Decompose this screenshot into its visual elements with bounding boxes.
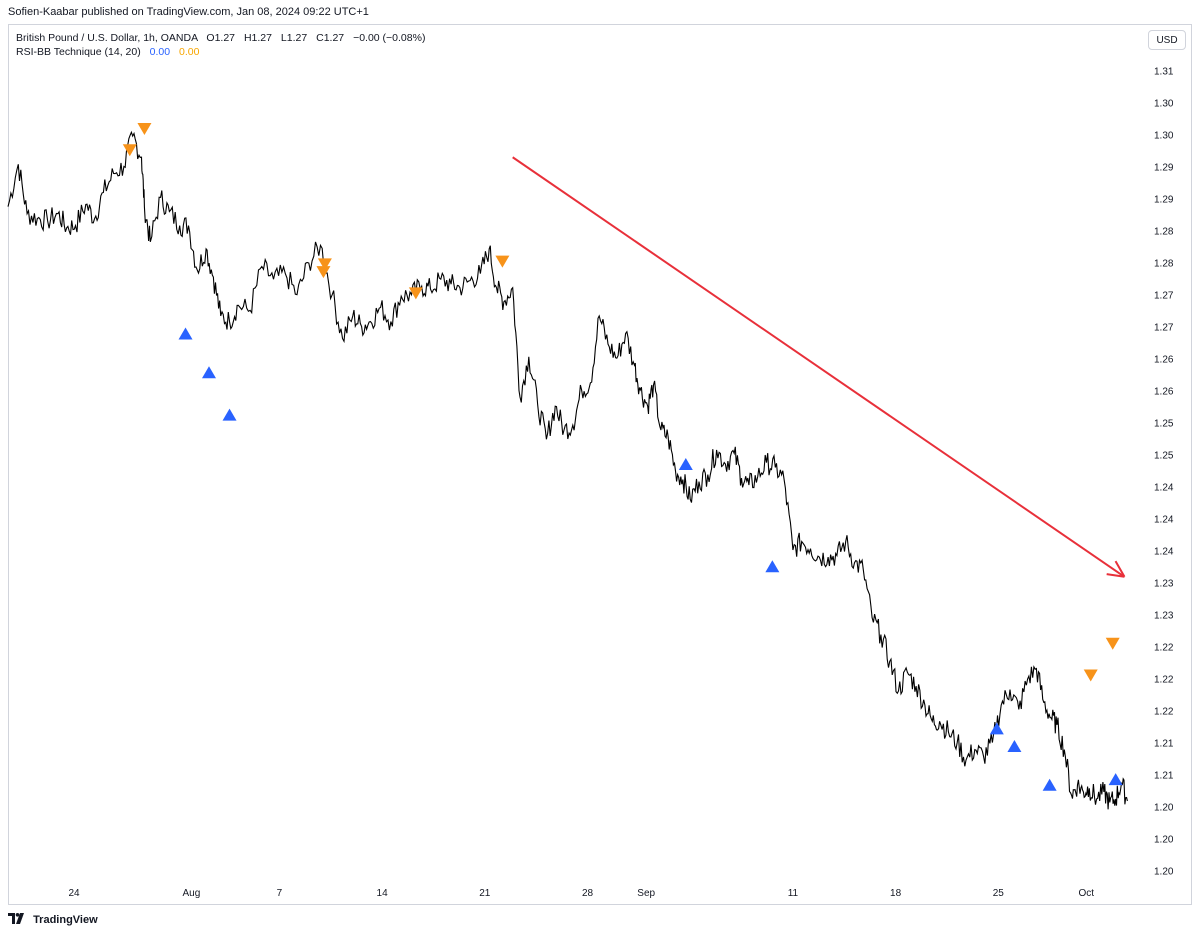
price-tick-label: 1.26 <box>1154 387 1174 398</box>
price-tick-label: 1.23 <box>1154 611 1174 622</box>
sell-signal-marker <box>408 287 423 300</box>
buy-signals <box>178 327 1123 791</box>
time-tick-label: 7 <box>277 888 283 899</box>
trend-arrow-head <box>1106 573 1125 578</box>
price-tick-label: 1.22 <box>1154 707 1174 718</box>
symbol-title: British Pound / U.S. Dollar, 1h, OANDA <box>16 32 198 44</box>
price-tick-label: 1.20 <box>1154 803 1174 814</box>
sell-signal-marker <box>495 255 510 268</box>
time-tick-label: 21 <box>479 888 491 899</box>
price-tick-label: 1.24 <box>1154 483 1174 494</box>
currency-button[interactable]: USD <box>1148 30 1186 50</box>
indicator-value-a: 0.00 <box>149 46 171 58</box>
sell-signal-marker <box>137 123 152 136</box>
tradingview-logo-icon <box>8 913 28 927</box>
price-tick-label: 1.29 <box>1154 163 1174 174</box>
buy-signal-marker <box>989 722 1004 735</box>
ohlc-close: C1.27 <box>316 32 345 44</box>
price-tick-label: 1.24 <box>1154 515 1174 526</box>
buy-signal-marker <box>222 408 237 421</box>
indicator-name: RSI-BB Technique (14, 20) <box>16 46 141 58</box>
buy-signal-marker <box>1007 740 1022 753</box>
time-tick-label: 28 <box>582 888 594 899</box>
sell-signal-marker <box>1105 637 1120 650</box>
trend-arrow-head <box>1114 560 1126 578</box>
price-tick-label: 1.22 <box>1154 675 1174 686</box>
price-tick-label: 1.24 <box>1154 547 1174 558</box>
symbol-row: British Pound / U.S. Dollar, 1h, OANDA O… <box>16 31 425 45</box>
price-tick-label: 1.21 <box>1154 739 1174 750</box>
buy-signal-marker <box>678 457 693 470</box>
price-tick-label: 1.22 <box>1154 643 1174 654</box>
price-tick-label: 1.20 <box>1154 835 1174 846</box>
tradingview-brand-name: TradingView <box>33 914 98 926</box>
ohlc-low: L1.27 <box>280 32 308 44</box>
buy-signal-marker <box>765 560 780 573</box>
price-tick-label: 1.31 <box>1154 67 1174 78</box>
price-tick-label: 1.26 <box>1154 355 1174 366</box>
time-tick-label: Sep <box>637 888 655 899</box>
time-tick-label: 25 <box>993 888 1005 899</box>
chart-frame[interactable] <box>8 24 1192 905</box>
ohlc-high: H1.27 <box>243 32 272 44</box>
price-tick-label: 1.23 <box>1154 579 1174 590</box>
price-tick-label: 1.28 <box>1154 227 1174 238</box>
sell-signal-marker <box>317 258 332 271</box>
buy-signal-marker <box>201 366 216 379</box>
price-tick-label: 1.21 <box>1154 771 1174 782</box>
time-tick-label: 11 <box>788 888 799 899</box>
time-tick-label: 24 <box>68 888 80 899</box>
price-tick-label: 1.30 <box>1154 99 1174 110</box>
price-tick-label: 1.25 <box>1154 419 1174 430</box>
price-tick-label: 1.30 <box>1154 131 1174 142</box>
price-line <box>7 130 1128 810</box>
footer-brand[interactable]: TradingView <box>8 913 98 929</box>
buy-signal-marker <box>178 327 193 340</box>
price-tick-label: 1.25 <box>1154 451 1174 462</box>
sell-signals <box>122 123 1120 682</box>
sell-signal-marker <box>1083 669 1098 682</box>
ohlc-open: O1.27 <box>206 32 236 44</box>
time-tick-label: Aug <box>182 888 200 899</box>
chart-legend: British Pound / U.S. Dollar, 1h, OANDA O… <box>16 31 425 59</box>
price-axis-ticks: 1.31 1.30 1.30 1.29 1.29 1.28 1.28 1.27 1.27 1.26… <box>1154 67 1174 878</box>
ohlc-change: −0.00 (−0.08%) <box>353 32 426 44</box>
buy-signal-marker <box>1042 778 1057 791</box>
trend-arrow-line <box>512 156 1126 578</box>
trend-arrow <box>512 156 1126 578</box>
time-tick-label: 14 <box>377 888 389 899</box>
sell-signal-marker <box>316 266 331 279</box>
price-tick-label: 1.28 <box>1154 259 1174 270</box>
price-tick-label: 1.20 <box>1154 867 1174 878</box>
price-tick-label: 1.27 <box>1154 323 1174 334</box>
top-bar: Sofien-Kaabar published on TradingView.c… <box>0 0 1200 24</box>
indicator-value-b: 0.00 <box>179 46 200 58</box>
price-tick-label: 1.27 <box>1154 291 1174 302</box>
price-tick-label: 1.29 <box>1154 195 1174 206</box>
time-tick-label: 18 <box>890 888 902 899</box>
time-axis-ticks: 24 Aug 7 14 21 28 Sep 11 18 25 Oct <box>68 888 1094 899</box>
sell-signal-marker <box>122 144 137 157</box>
indicator-row[interactable]: RSI-BB Technique (14, 20) 0.00 0.00 <box>16 45 425 59</box>
publisher-info: Sofien-Kaabar published on TradingView.c… <box>8 6 369 18</box>
time-tick-label: Oct <box>1079 888 1095 899</box>
buy-signal-marker <box>1108 773 1123 786</box>
